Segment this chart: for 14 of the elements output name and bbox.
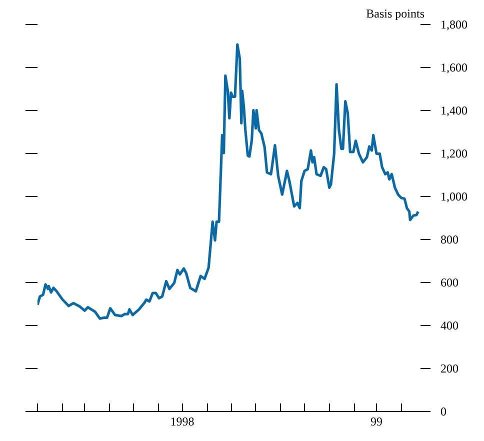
y-tick-label: 0 bbox=[440, 404, 446, 418]
x-tick-label: 99 bbox=[370, 414, 383, 428]
y-tick-label: 1,200 bbox=[440, 146, 468, 160]
y-tick-label: 1,600 bbox=[440, 60, 468, 74]
y-tick-label: 1,800 bbox=[440, 18, 468, 32]
line-series bbox=[38, 43, 420, 320]
y-tick-label: 400 bbox=[440, 318, 458, 332]
y-tick-label: 200 bbox=[440, 362, 458, 376]
y-axis-title: Basis points bbox=[366, 6, 425, 20]
y-tick-label: 600 bbox=[440, 276, 458, 290]
x-tick-label: 1998 bbox=[170, 414, 194, 428]
y-tick-label: 1,000 bbox=[440, 190, 468, 204]
y-tick-label: 800 bbox=[440, 232, 458, 246]
y-tick-label: 1,400 bbox=[440, 104, 468, 118]
